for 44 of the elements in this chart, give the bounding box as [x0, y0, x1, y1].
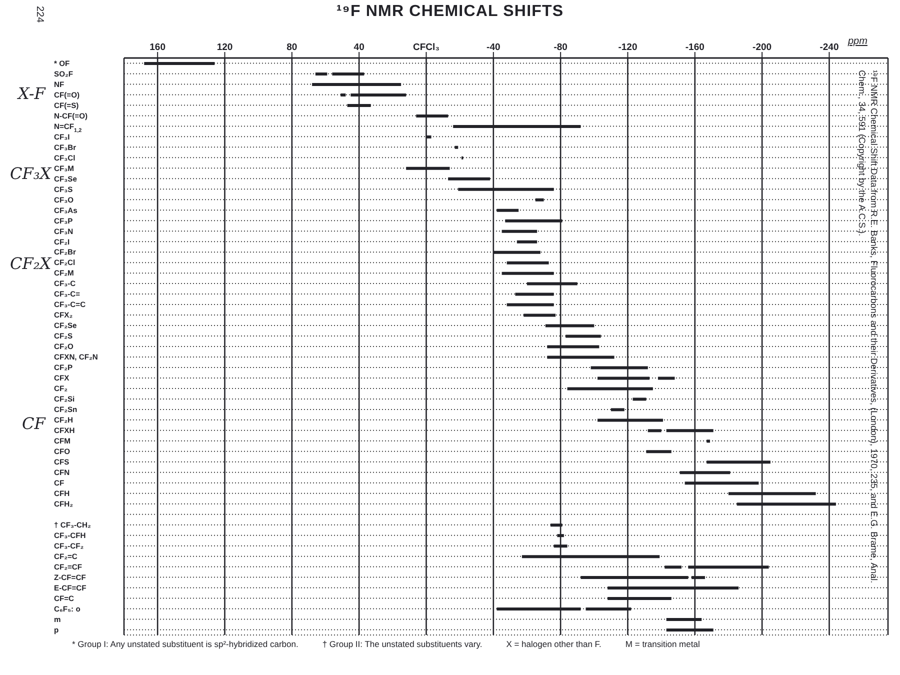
x-tick-label: 120 [216, 42, 233, 53]
bar [516, 240, 538, 244]
bar [506, 303, 554, 306]
x-tick-label: -160 [685, 42, 704, 53]
x-tick-label: -240 [820, 42, 839, 53]
text: CF₃X [10, 164, 52, 183]
bar [496, 208, 519, 212]
text: X-F [18, 84, 46, 103]
bar [515, 292, 554, 296]
bar [658, 376, 675, 380]
bar [648, 429, 662, 432]
bar [502, 230, 538, 233]
bar [706, 440, 710, 443]
x-tick-label: 80 [286, 42, 298, 53]
x-tick-label: -200 [752, 42, 772, 53]
text: M = transition metal [625, 639, 700, 649]
x-axis-title: ppm [848, 36, 868, 47]
bar [610, 408, 624, 412]
x-tick-label: -120 [618, 42, 638, 53]
bar [566, 334, 601, 338]
text: 224 [34, 6, 45, 23]
bar [646, 450, 672, 454]
x-tick-label: 160 [150, 42, 166, 53]
bar [535, 198, 544, 202]
bar [315, 72, 328, 76]
text: X = halogen other than F. [506, 639, 602, 649]
x-tick-label: -80 [554, 42, 568, 53]
annotation: ¹⁹F NMR Chemical Shift Data from R.E. Banks, Fluorocarbons and their Derivatives, (London), 1970, 235, and E.G. Brame, Anal. Chem., 34, 591 (Copyright by the A.C.S.). [856, 70, 880, 586]
bar [664, 566, 682, 569]
bar [632, 398, 646, 401]
chart-title: ¹⁹F NMR CHEMICAL SHIFTS [336, 3, 564, 20]
text: * Group I: Any unstated substituent is sp²-hybridized carbon. [72, 639, 298, 649]
bar [506, 261, 549, 264]
text: † Group II: The unstated substituents vary. [322, 639, 482, 649]
bar [524, 314, 556, 317]
text: CF [22, 414, 46, 433]
bar [448, 177, 490, 180]
bar [454, 146, 458, 149]
bar [502, 272, 554, 275]
bar [340, 93, 346, 96]
text: CF₂X [10, 254, 52, 273]
x-tick-label: CFCl₃ [412, 42, 440, 53]
x-tick-label: 40 [354, 42, 364, 53]
x-tick-label: -40 [486, 42, 500, 53]
